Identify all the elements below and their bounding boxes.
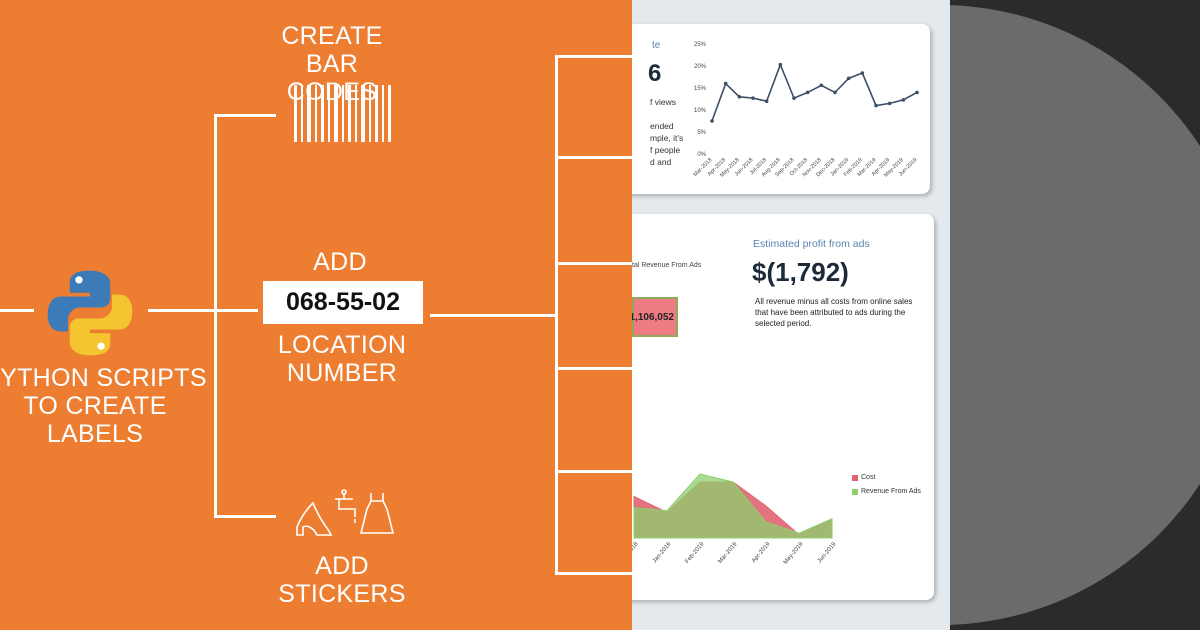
views-data-point: [901, 98, 906, 102]
x-tick-label: May-2019: [783, 541, 805, 566]
views-data-point: [792, 96, 796, 100]
total-revenue-value: $1,106,052: [632, 311, 674, 323]
high-heel-icon: [296, 501, 333, 536]
barcode-icon: [294, 85, 391, 142]
connector-line: [214, 114, 276, 117]
y-tick-label: 25%: [694, 42, 707, 48]
y-tick-label: 0%: [697, 152, 706, 158]
connector-line: [214, 114, 217, 518]
views-data-point: [915, 90, 919, 95]
views-line-chart: 25%20%15%10%5%0%Mar-2018Apr-2018May-2018…: [693, 42, 919, 179]
location-number-box: 068-55-02: [263, 281, 423, 324]
legend-revenue-swatch: [852, 488, 858, 495]
views-data-point: [860, 71, 865, 75]
views-data-point: [710, 119, 714, 123]
y-tick-label: 10%: [694, 108, 707, 114]
connector-line: [430, 314, 558, 317]
x-tick-label: Jun-2019: [817, 541, 838, 565]
views-data-point: [874, 103, 878, 108]
x-tick-label: Jan-2019: [652, 541, 673, 565]
legend-cost: Cost: [852, 474, 875, 481]
legend-revenue-label: Revenue From Ads: [861, 488, 921, 495]
connector-line: [555, 572, 632, 575]
connector-line: [555, 156, 632, 159]
dark-decorative-panel: [950, 0, 1200, 630]
add-stickers-label: ADD STICKERS: [278, 552, 406, 608]
views-data-point: [737, 95, 742, 99]
legend-revenue: Revenue From Ads: [852, 488, 921, 495]
card1-value: 6: [648, 60, 662, 87]
views-data-point: [846, 76, 851, 81]
views-data-point: [778, 62, 783, 67]
faucet-icon: [335, 489, 356, 523]
connector-line: [555, 367, 632, 370]
views-data-point: [819, 83, 824, 88]
views-data-point: [751, 96, 755, 100]
add-label: ADD: [313, 248, 367, 276]
total-revenue-label: tal Revenue From Ads: [632, 262, 702, 269]
connector-line: [555, 470, 632, 473]
x-tick-label: Feb-2019: [684, 541, 706, 565]
legend-cost-swatch: [852, 474, 858, 481]
x-tick-label: Apr-2019: [751, 541, 772, 564]
views-data-point: [833, 90, 837, 95]
connector-line: [214, 309, 258, 312]
gray-circle-shape: [950, 5, 1200, 625]
profit-description: All revenue minus all costs from online …: [755, 297, 913, 328]
orange-infographic-panel: PYTHON SCRIPTS TO CREATE LABELS CREATE B…: [0, 0, 632, 630]
x-tick-label: Mar-2019: [717, 541, 739, 565]
total-revenue-box: $1,106,052: [632, 297, 678, 337]
views-data-point: [723, 81, 728, 86]
views-card: [632, 24, 930, 194]
sticker-icons-group: [296, 489, 395, 536]
dress-icon: [359, 493, 395, 534]
views-series-line: [711, 62, 918, 122]
location-number-label: LOCATION NUMBER: [277, 331, 407, 387]
legend-cost-label: Cost: [861, 474, 876, 481]
connector-line: [555, 55, 558, 575]
card1-title: te: [652, 40, 661, 51]
connector-line: [555, 55, 632, 58]
x-tick-label: Dec-2018: [632, 541, 640, 565]
views-data-point: [887, 101, 892, 106]
views-data-point: [764, 99, 769, 103]
card1-description: f views ended mple, it's f people d and: [650, 97, 684, 167]
connector-line: [0, 309, 34, 312]
python-scripts-label: PYTHON SCRIPTS TO CREATE LABELS: [0, 364, 207, 448]
cost-revenue-area-chart: Dec-2018 Jan-2019 Feb-2019 Mar-2019 Apr-2019…: [632, 473, 838, 566]
y-tick-label: 5%: [697, 130, 706, 136]
y-tick-label: 15%: [694, 86, 707, 92]
y-tick-label: 20%: [694, 64, 707, 70]
views-data-point: [805, 90, 810, 95]
connector-line: [555, 262, 632, 265]
python-logo-icon: [47, 270, 133, 356]
connector-line: [214, 515, 276, 518]
connector-line: [148, 309, 216, 312]
dashboard-panel: te 6 f views ended mple, it's f people d…: [632, 0, 950, 630]
profit-value: $(1,792): [752, 257, 849, 287]
profit-title: Estimated profit from ads: [753, 238, 870, 250]
revenue-area: [633, 473, 833, 539]
